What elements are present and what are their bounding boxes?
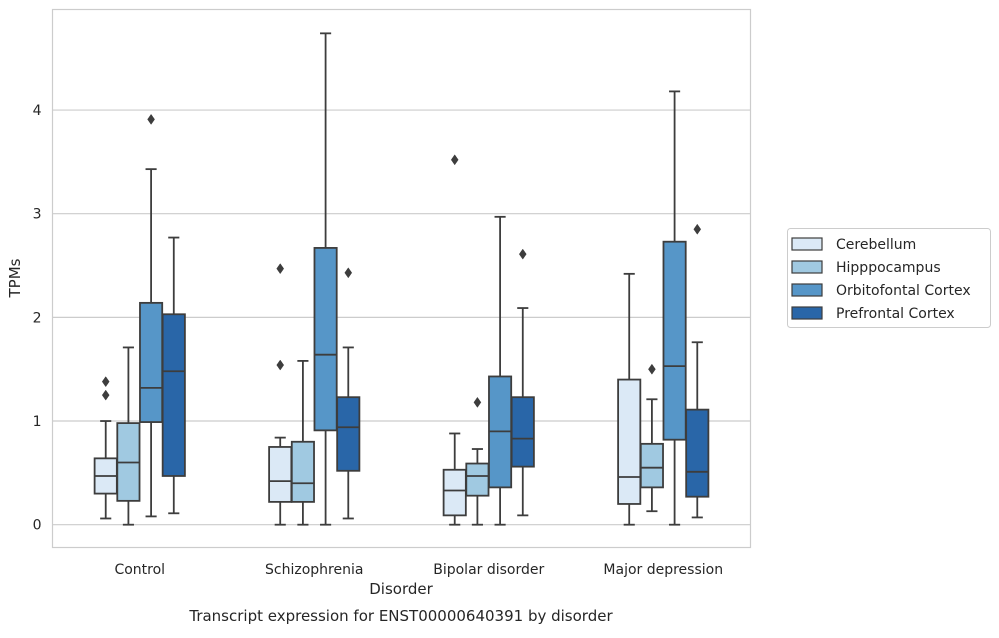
box-plot	[510, 248, 535, 517]
series-2	[139, 32, 687, 526]
box-plot	[465, 396, 490, 526]
box-iqr	[268, 446, 293, 503]
box-iqr	[465, 462, 490, 497]
box-plot	[313, 32, 338, 526]
box-plot	[639, 363, 664, 513]
y-tick-label: 3	[33, 207, 42, 223]
box-plot	[268, 263, 293, 526]
y-tick-label: 1	[33, 414, 42, 430]
outlier-point	[147, 113, 155, 125]
series-1	[116, 346, 664, 526]
legend-label: Hipppocampus	[836, 260, 941, 276]
box-plot	[442, 154, 467, 526]
y-axis-ticks: 0 1 2 3 4	[33, 103, 42, 534]
box-iqr	[639, 442, 664, 489]
box-iqr	[139, 301, 164, 423]
box-iqr	[290, 440, 315, 503]
box-iqr	[685, 408, 710, 498]
legend-label: Cerebellum	[836, 237, 916, 253]
outlier-point	[518, 248, 527, 260]
box-iqr	[617, 378, 642, 505]
y-tick-label: 0	[33, 518, 42, 534]
x-tick-label: Schizophrenia	[265, 562, 363, 578]
outlier-point	[276, 263, 285, 275]
outlier-point	[101, 389, 110, 401]
box-iqr	[442, 468, 467, 517]
box-plot	[139, 113, 164, 518]
box-iqr	[336, 396, 361, 472]
legend-label: Orbitofontal Cortex	[836, 283, 971, 299]
legend-swatch	[791, 306, 823, 320]
box-series	[93, 32, 710, 526]
y-tick-label: 2	[33, 310, 42, 326]
chart-title: Transcript expression for ENST0000064039…	[188, 607, 613, 625]
box-plot	[290, 360, 315, 526]
legend-frame	[787, 228, 991, 328]
outlier-point	[450, 154, 459, 166]
legend: Cerebellum Hipppocampus Orbitofontal Corte…	[787, 228, 991, 328]
outlier-point	[473, 396, 482, 408]
outlier-point	[344, 267, 353, 279]
y-tick-label: 4	[33, 103, 42, 119]
outlier-point	[101, 376, 110, 388]
x-tick-label: Major depression	[603, 562, 723, 578]
box-iqr	[313, 247, 338, 432]
legend-label: Prefrontal Cortex	[836, 306, 955, 322]
box-iqr	[662, 240, 687, 441]
x-axis-ticks: Control Schizophrenia Bipolar disorder Majo…	[114, 562, 723, 578]
x-tick-label: Control	[114, 562, 165, 578]
box-plot	[488, 215, 513, 526]
box-plot	[662, 90, 687, 526]
box-plot	[116, 346, 141, 526]
legend-entry: Cerebellum	[791, 237, 916, 253]
outlier-point	[693, 223, 702, 235]
box-iqr	[510, 396, 535, 468]
legend-swatch	[791, 260, 823, 274]
box-plot	[685, 223, 710, 519]
box-plot	[617, 272, 642, 526]
box-plot	[93, 376, 118, 520]
series-3	[161, 223, 710, 520]
box-plot	[161, 236, 186, 515]
legend-entry: Orbitofontal Cortex	[791, 283, 971, 299]
legend-entry: Hipppocampus	[791, 260, 941, 276]
y-axis-label: TPMs	[6, 258, 24, 298]
outlier-point	[276, 359, 285, 371]
box-iqr	[161, 313, 186, 477]
outlier-point	[648, 363, 656, 375]
legend-entry: Prefrontal Cortex	[791, 306, 955, 322]
x-tick-label: Bipolar disorder	[433, 562, 544, 578]
x-axis-label: Disorder	[369, 580, 433, 598]
box-plot	[336, 267, 361, 520]
legend-swatch	[791, 283, 823, 297]
legend-swatch	[791, 237, 823, 251]
plot-area-frame	[51, 8, 752, 549]
